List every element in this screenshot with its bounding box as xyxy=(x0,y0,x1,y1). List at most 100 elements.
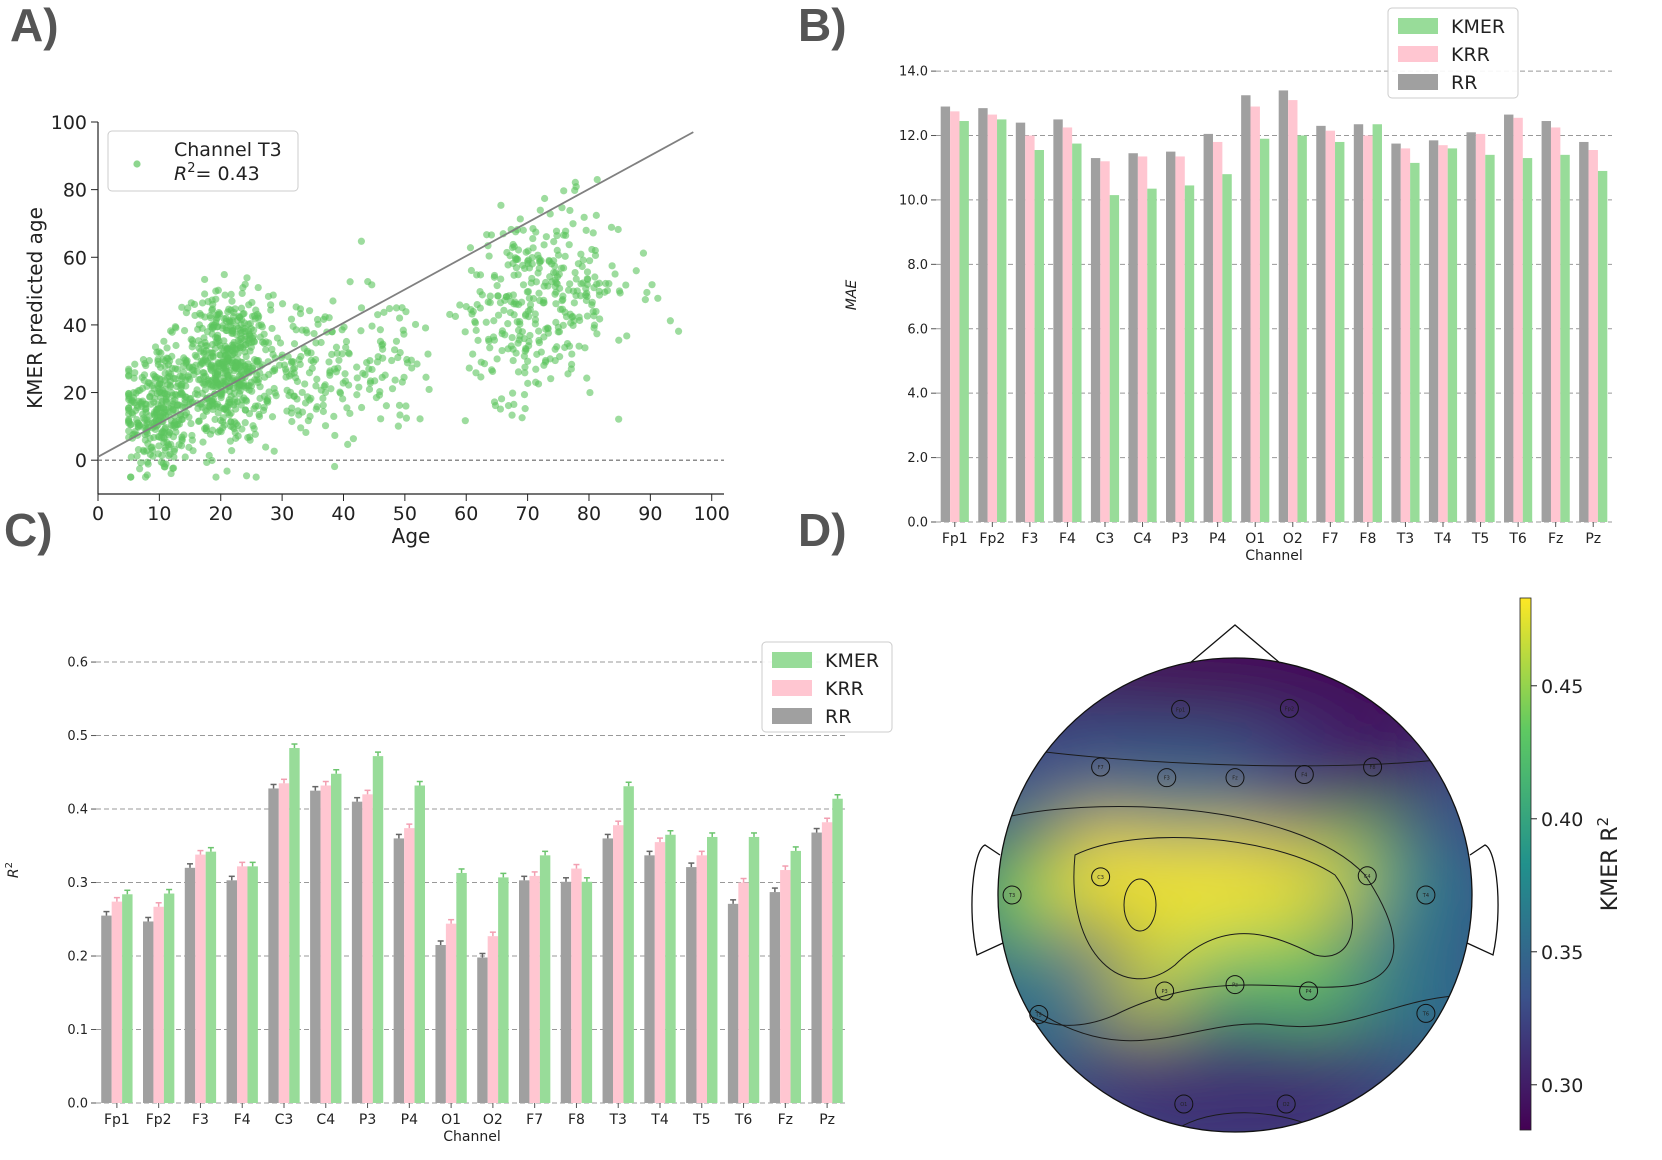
bar-krr-fp1 xyxy=(950,111,960,523)
scatter-point xyxy=(194,404,202,413)
bar-kmer-fp1 xyxy=(959,121,969,522)
scatter-point xyxy=(345,350,353,358)
scatter-point xyxy=(164,411,172,419)
scatter-point xyxy=(213,339,221,347)
scatter-point xyxy=(588,301,596,309)
scatter-point xyxy=(162,398,171,406)
scatter-point xyxy=(220,363,228,371)
scatter-point xyxy=(589,229,597,237)
scatter-point xyxy=(202,424,210,433)
scatter-point xyxy=(125,394,133,402)
scatter-point xyxy=(134,422,142,430)
scatter-point xyxy=(226,400,234,408)
scatter-point xyxy=(159,409,167,417)
scatter-point xyxy=(328,328,336,336)
topo-blob-front xyxy=(998,658,1472,760)
scatter-point xyxy=(250,405,258,413)
scatter-point xyxy=(238,374,246,383)
bar-kmer-p3 xyxy=(372,756,384,1103)
x-tick-label: T4 xyxy=(1433,531,1452,547)
scatter-point xyxy=(502,293,510,301)
scatter-point xyxy=(231,363,240,371)
scatter-point xyxy=(160,433,168,441)
scatter-point xyxy=(586,388,594,397)
scatter-point xyxy=(328,350,336,359)
scatter-point xyxy=(129,394,138,402)
scatter-point xyxy=(540,282,548,290)
scatter-point xyxy=(542,356,550,365)
scatter-point xyxy=(521,312,530,320)
scatter-point xyxy=(198,360,206,368)
scatter-point xyxy=(153,410,161,418)
scatter-point xyxy=(139,356,148,364)
scatter-point xyxy=(608,262,616,270)
scatter-point xyxy=(225,382,233,391)
scatter-point xyxy=(142,408,150,417)
scatter-point xyxy=(579,279,587,287)
scatter-point xyxy=(208,383,216,391)
scatter-point xyxy=(224,357,232,365)
x-tick-label: T3 xyxy=(608,1112,626,1128)
scatter-point xyxy=(233,316,242,324)
electrode-p3 xyxy=(1155,981,1175,1001)
scatter-point xyxy=(221,377,229,385)
topo-blob-t5 xyxy=(998,956,1097,1073)
scatter-point xyxy=(582,285,590,293)
scatter-point xyxy=(267,301,275,309)
scatter-point xyxy=(238,425,246,433)
scatter-point xyxy=(258,323,266,331)
scatter-point xyxy=(539,299,547,307)
scatter-point xyxy=(206,363,215,371)
scatter-point xyxy=(215,360,223,368)
scatter-point xyxy=(177,384,185,393)
scatter-point xyxy=(229,326,237,335)
scatter-point xyxy=(242,340,250,349)
x-tick-label: 30 xyxy=(270,503,294,525)
scatter-point xyxy=(345,381,353,389)
contour-line xyxy=(998,805,1395,1026)
scatter-point xyxy=(166,381,174,389)
bar-rr-pz xyxy=(1579,141,1589,522)
scatter-point xyxy=(166,383,175,391)
topo-blobs xyxy=(998,658,1472,1132)
legend-swatch-rr xyxy=(772,708,812,724)
scatter-point xyxy=(296,305,305,313)
scatter-point xyxy=(328,328,336,336)
x-tick-label: C4 xyxy=(1133,531,1152,547)
scatter-point xyxy=(512,349,520,357)
scatter-point xyxy=(264,358,272,366)
scatter-point xyxy=(162,423,170,432)
scatter-point xyxy=(207,323,215,331)
scatter-point xyxy=(303,347,312,355)
scatter-point xyxy=(541,194,549,203)
scatter-point xyxy=(195,376,203,384)
scatter-point xyxy=(153,389,161,398)
x-tick-label: C3 xyxy=(275,1112,294,1128)
electrode-t3 xyxy=(1002,885,1022,905)
x-tick-label: F7 xyxy=(1322,531,1339,547)
scatter-point xyxy=(317,386,325,394)
scatter-point xyxy=(216,359,224,367)
scatter-point xyxy=(144,440,152,448)
scatter-point xyxy=(319,401,327,409)
scatter-point xyxy=(508,333,516,342)
scatter-point xyxy=(288,357,296,366)
scatter-point xyxy=(526,331,534,340)
scatter-point xyxy=(213,379,221,387)
scatter-point xyxy=(333,349,341,357)
scatter-point xyxy=(302,428,310,437)
scatter-point xyxy=(511,254,520,262)
scatter-point xyxy=(193,353,201,361)
scatter-point xyxy=(540,299,548,307)
scatter-point xyxy=(541,358,550,366)
scatter-point xyxy=(496,299,505,307)
scatter-point xyxy=(157,376,165,384)
scatter-point xyxy=(510,400,518,408)
scatter-point xyxy=(170,447,178,455)
scatter-point xyxy=(244,337,252,345)
scatter-point xyxy=(552,269,560,277)
bar-rr-t6 xyxy=(727,903,739,1103)
bar-krr-f3 xyxy=(195,854,206,1103)
scatter-point xyxy=(167,440,175,449)
y-tick-label: 0.4 xyxy=(67,803,88,818)
